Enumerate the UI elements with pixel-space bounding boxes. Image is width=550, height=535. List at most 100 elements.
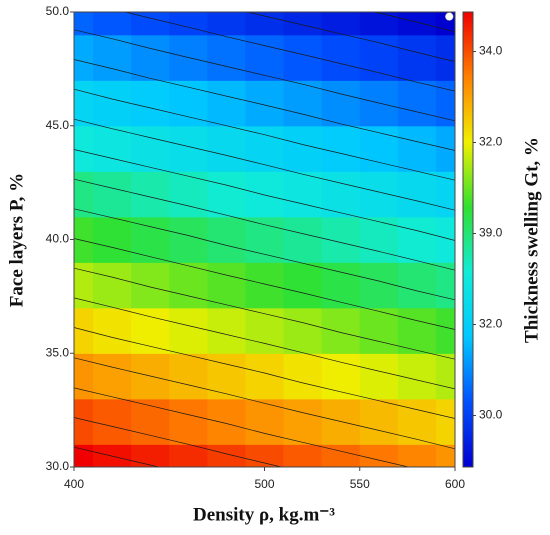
heat-cell xyxy=(74,216,94,263)
heat-cell xyxy=(169,398,208,445)
heat-cell xyxy=(283,12,323,36)
heat-cell xyxy=(207,34,247,81)
heat-cell xyxy=(169,353,208,400)
heat-cell xyxy=(283,398,323,445)
heat-cell xyxy=(397,444,437,467)
heat-cell xyxy=(283,125,323,172)
y-tick-label: 50.0 xyxy=(46,4,70,18)
heat-cell xyxy=(283,444,323,467)
heat-cell xyxy=(74,125,94,172)
heat-cell xyxy=(74,444,94,467)
heat-cell xyxy=(397,80,437,127)
contour-line xyxy=(247,12,455,62)
heat-cell xyxy=(397,12,437,36)
heat-cell xyxy=(397,353,437,400)
colorbar-tick-label: 32.0 xyxy=(479,135,503,149)
heat-cell xyxy=(93,80,132,127)
y-tick-label: 40.0 xyxy=(46,232,70,246)
colorbar xyxy=(462,11,474,468)
heat-cell xyxy=(74,80,94,127)
heat-cell xyxy=(321,216,361,263)
colorbar-tick-label: 39.0 xyxy=(479,226,503,240)
marker xyxy=(445,12,454,21)
colorbar-tick-label: 30.0 xyxy=(479,408,503,422)
heat-cell xyxy=(283,216,323,263)
heat-cell xyxy=(245,444,285,467)
heat-cell xyxy=(321,80,361,127)
heat-cell xyxy=(131,307,170,354)
contour-line xyxy=(74,208,455,301)
contour-line xyxy=(124,12,455,92)
contour-line xyxy=(74,387,409,467)
heat-cell xyxy=(245,398,285,445)
heat-cell xyxy=(131,398,170,445)
heat-cell xyxy=(207,216,247,263)
contour-line xyxy=(74,88,455,181)
heat-cell xyxy=(321,171,361,218)
heat-cell xyxy=(74,398,94,445)
heat-cell xyxy=(435,216,455,263)
heat-cell xyxy=(359,398,399,445)
heat-cell xyxy=(169,171,208,218)
heat-cell xyxy=(207,12,247,36)
heat-cell xyxy=(245,171,285,218)
heat-cell xyxy=(245,216,285,263)
heat-cell xyxy=(169,216,208,263)
heat-cell xyxy=(359,353,399,400)
colorbar-tick-label: 34.0 xyxy=(479,44,503,58)
heat-cell xyxy=(397,125,437,172)
x-tick-label: 500 xyxy=(254,477,274,491)
heat-cell xyxy=(93,171,132,218)
heat-cell xyxy=(207,307,247,354)
heat-cell xyxy=(397,398,437,445)
heat-cell xyxy=(359,444,399,467)
heat-cell xyxy=(435,444,455,467)
heat-cell xyxy=(283,80,323,127)
heat-cell xyxy=(359,125,399,172)
heat-cell xyxy=(435,125,455,172)
heat-cell xyxy=(435,353,455,400)
heat-cell xyxy=(435,34,455,81)
heat-cell xyxy=(435,80,455,127)
x-tick-label: 400 xyxy=(64,477,84,491)
heat-cell xyxy=(207,353,247,400)
heat-cell xyxy=(321,307,361,354)
contour-line xyxy=(74,238,455,330)
heat-cell xyxy=(359,216,399,263)
heat-cell xyxy=(283,353,323,400)
contours xyxy=(74,12,455,467)
x-tick-label: 600 xyxy=(445,477,465,491)
heat-cell xyxy=(74,171,94,218)
heat-cell xyxy=(93,12,132,36)
contour-line xyxy=(74,417,282,467)
heat-cell xyxy=(74,307,94,354)
heat-cell xyxy=(397,34,437,81)
heat-cell xyxy=(93,262,132,309)
contour-line xyxy=(74,297,455,390)
heat-cell xyxy=(74,12,94,36)
heat-cell xyxy=(397,307,437,354)
heat-cell xyxy=(207,262,247,309)
heatmap xyxy=(74,12,455,467)
heat-cell xyxy=(321,353,361,400)
heat-cell xyxy=(435,171,455,218)
heat-cell xyxy=(359,34,399,81)
x-tick-label: 550 xyxy=(350,477,370,491)
heat-cell xyxy=(435,262,455,309)
heat-cell xyxy=(169,12,208,36)
contour-line xyxy=(74,267,455,360)
heat-cell xyxy=(321,444,361,467)
heat-cell xyxy=(397,171,437,218)
contour-line xyxy=(74,29,455,122)
heat-cell xyxy=(359,307,399,354)
heat-cell xyxy=(245,307,285,354)
heat-cell xyxy=(245,34,285,81)
heat-cell xyxy=(321,262,361,309)
heat-cell xyxy=(169,444,208,467)
heat-cell xyxy=(359,12,399,36)
heat-cell xyxy=(131,125,170,172)
heat-cell xyxy=(321,34,361,81)
heat-cell xyxy=(245,262,285,309)
heat-cell xyxy=(207,398,247,445)
